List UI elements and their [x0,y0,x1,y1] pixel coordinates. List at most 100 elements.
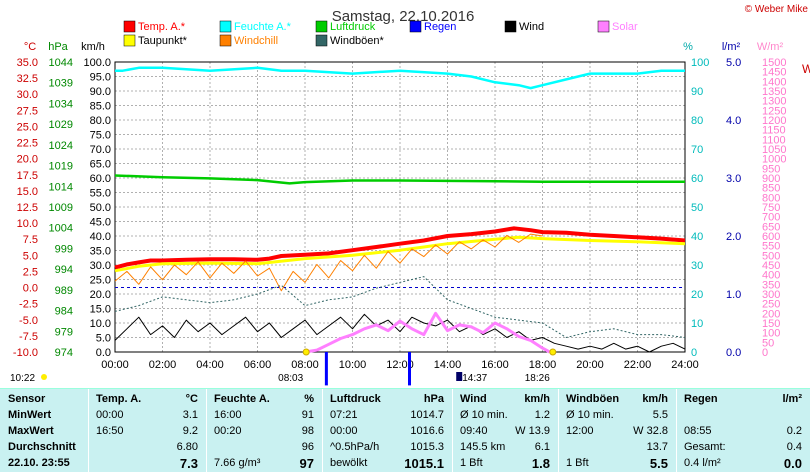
edge-fragment: W [802,62,810,76]
temp-tick-label: 32.5 [17,73,38,85]
solar-tick-label: 150 [762,318,780,330]
temp-tick-label: -10.0 [13,347,38,359]
humidity-tick-label: 30 [691,260,703,272]
temp-tick-label: -2.5 [19,299,38,311]
series-windb-en [114,276,686,338]
solar-tick-label: 850 [762,183,780,195]
temp-tick-label: 10.0 [17,218,38,230]
x-tick-label: 24:00 [671,359,699,371]
temp-tick-label: -5.0 [19,315,38,327]
legend-label: Solar [612,21,638,33]
legend-item: Wind [504,20,544,33]
rain-unit-label: l/m² [722,41,741,53]
wind-tick-label: 50.0 [90,202,111,214]
cell-left: 145.5 km [460,441,506,453]
cell-value: 97 [299,456,314,471]
rain-tick-label: 3.0 [726,173,741,185]
pressure-tick-label: 1039 [49,78,73,90]
legend-item: Feuchte A.* [219,20,292,33]
x-tick-label: 06:00 [244,359,272,371]
pressure-tick-label: 999 [55,243,73,255]
legend-label: Luftdruck [330,21,376,33]
temp-tick-label: 25.0 [17,121,38,133]
legend-item: Luftdruck [315,20,376,33]
humidity-tick-label: 20 [691,289,703,301]
solar-tick-label: 1000 [762,154,786,166]
column-unit: °C [185,393,198,405]
cell-left: 0.4 l/m² [684,457,721,469]
legend-label: Taupunkt* [138,35,188,47]
pressure-tick-label: 1014 [49,181,73,193]
row-label: MinWert [8,409,52,421]
cell-left: ^0.5hPa/h [330,441,380,453]
cell-value: 0.2 [786,425,802,437]
moon-marker [456,372,463,381]
cell-left: Ø 10 min. [460,409,508,421]
solar-tick-label: 1200 [762,115,786,127]
legend-swatch [219,34,232,47]
solar-tick-label: 600 [762,231,780,243]
plot-area: 00:00 02:00 04:00 06:00 08:00 10:00 12:00 14:00… [10,57,786,386]
legend-item: Windböen* [315,34,385,47]
cell-value: 0.0 [783,456,802,471]
solar-tick-label: 1100 [762,134,786,146]
legend-item: Solar [597,20,638,33]
solar-tick-label: 750 [762,202,780,214]
x-tick-label: 08:00 [291,359,319,371]
rain-tick-label: 5.0 [726,57,741,69]
solar-tick-label: 250 [762,299,780,311]
wind-tick-label: 85.0 [90,101,111,113]
cell-value: 1015.1 [404,456,444,471]
x-tick-label: 18:00 [529,359,557,371]
wind-tick-label: 20.0 [90,289,111,301]
temp-tick-label: 0.0 [23,283,38,295]
humidity-unit-label: % [683,41,693,53]
legend-swatch [123,34,136,47]
legend-item: Regen [409,20,456,33]
solar-unit-label: W/m² [757,41,784,53]
cell-left: 00:20 [214,425,242,437]
series-luftdruck [114,174,685,185]
cell-left: 1 Bft [460,457,483,469]
pressure-tick-label: 1034 [49,98,73,110]
wind-tick-label: 45.0 [90,217,111,229]
column-separator [676,389,677,472]
cell-value: 1014.7 [410,409,444,421]
solar-tick-label: 450 [762,260,780,272]
cell-left: 16:50 [96,425,124,437]
moon-marker [41,374,47,380]
cell-value: 13.7 [646,441,668,453]
wind-tick-label: 95.0 [90,72,111,84]
cell-value: 1015.3 [410,441,444,453]
pressure-tick-label: 984 [55,306,73,318]
wind-tick-label: 80.0 [90,115,111,127]
wind-tick-label: 15.0 [90,304,111,316]
plot-border [114,61,686,353]
legend-item: Taupunkt* [123,34,188,47]
humidity-tick-label: 100 [691,57,709,69]
solar-tick-label: 1350 [762,86,786,98]
solar-tick-label: 200 [762,308,780,320]
solar-tick-label: 1250 [762,105,786,117]
solar-tick-label: 400 [762,270,780,282]
legend-label: Temp. A.* [138,21,186,33]
humidity-tick-label: 40 [691,231,703,243]
humidity-tick-label: 90 [691,86,703,98]
column-title: Feuchte A. [214,393,270,405]
table-column: Windböen km/h Ø 10 min. 5.5 12:00 W 32.8 13.7 1… [558,389,676,472]
legend-label: Wind [519,21,544,33]
pressure-tick-label: 1004 [49,223,73,235]
cell-left: 07:21 [330,409,358,421]
cell-value: 1016.6 [410,425,444,437]
legend-label: Regen [424,21,456,33]
solar-tick-label: 1300 [762,96,786,108]
chart-title: Samstag, 22.10.2016 [332,8,475,25]
humidity-tick-label: 80 [691,115,703,127]
x-tick-label: 22:00 [624,359,652,371]
pressure-tick-label: 1029 [49,119,73,131]
solar-tick-label: 0 [762,347,768,359]
pressure-tick-label: 1019 [49,161,73,173]
temp-tick-label: 12.5 [17,202,38,214]
cell-left: Gesamt: [684,441,726,453]
pressure-tick-label: 1009 [49,202,73,214]
